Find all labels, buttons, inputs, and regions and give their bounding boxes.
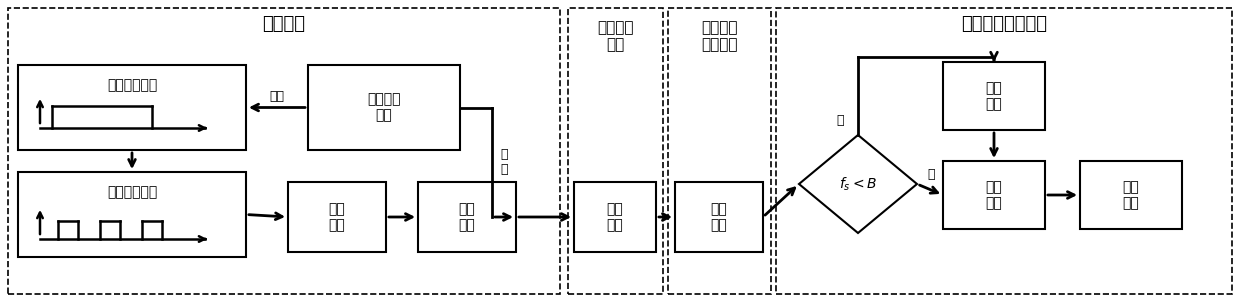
Bar	[418, 182, 516, 252]
Bar	[19, 65, 246, 150]
Bar	[942, 161, 1045, 229]
Text: 能量补偿信息重构: 能量补偿信息重构	[961, 15, 1047, 33]
Bar	[668, 8, 771, 294]
Polygon shape	[799, 135, 918, 233]
Bar	[568, 8, 663, 294]
Text: 间歇发射信号: 间歇发射信号	[107, 185, 157, 199]
Text: 发射: 发射	[269, 90, 284, 103]
Text: 接
收: 接 收	[500, 148, 507, 176]
Text: 目标
散射: 目标 散射	[329, 202, 346, 232]
Text: 能量
补偿: 能量 补偿	[986, 180, 1002, 210]
Bar	[1080, 161, 1182, 229]
Bar	[19, 172, 246, 257]
Text: 间歇收发
控制: 间歇收发 控制	[367, 92, 401, 123]
Text: 是: 是	[836, 114, 843, 127]
Text: 目标
信息: 目标 信息	[1122, 180, 1140, 210]
Bar	[7, 8, 560, 294]
Text: 脉冲发射信号: 脉冲发射信号	[107, 78, 157, 92]
Bar	[574, 182, 656, 252]
Bar	[675, 182, 763, 252]
Text: 低通
滤波: 低通 滤波	[606, 202, 624, 232]
Bar	[288, 182, 386, 252]
Text: $f_s<B$: $f_s<B$	[839, 175, 877, 193]
Bar	[308, 65, 460, 150]
Bar	[942, 62, 1045, 130]
Text: 否: 否	[928, 168, 935, 181]
Text: 目标回波
恢复: 目标回波 恢复	[598, 20, 634, 52]
Text: 脉冲
压缩: 脉冲 压缩	[711, 202, 728, 232]
Text: 目标
回波: 目标 回波	[459, 202, 475, 232]
Bar	[776, 8, 1233, 294]
Text: 开窗
截断: 开窗 截断	[986, 81, 1002, 111]
Text: 脉压获取
目标信息: 脉压获取 目标信息	[702, 20, 738, 52]
Text: 间歇收发: 间歇收发	[263, 15, 305, 33]
